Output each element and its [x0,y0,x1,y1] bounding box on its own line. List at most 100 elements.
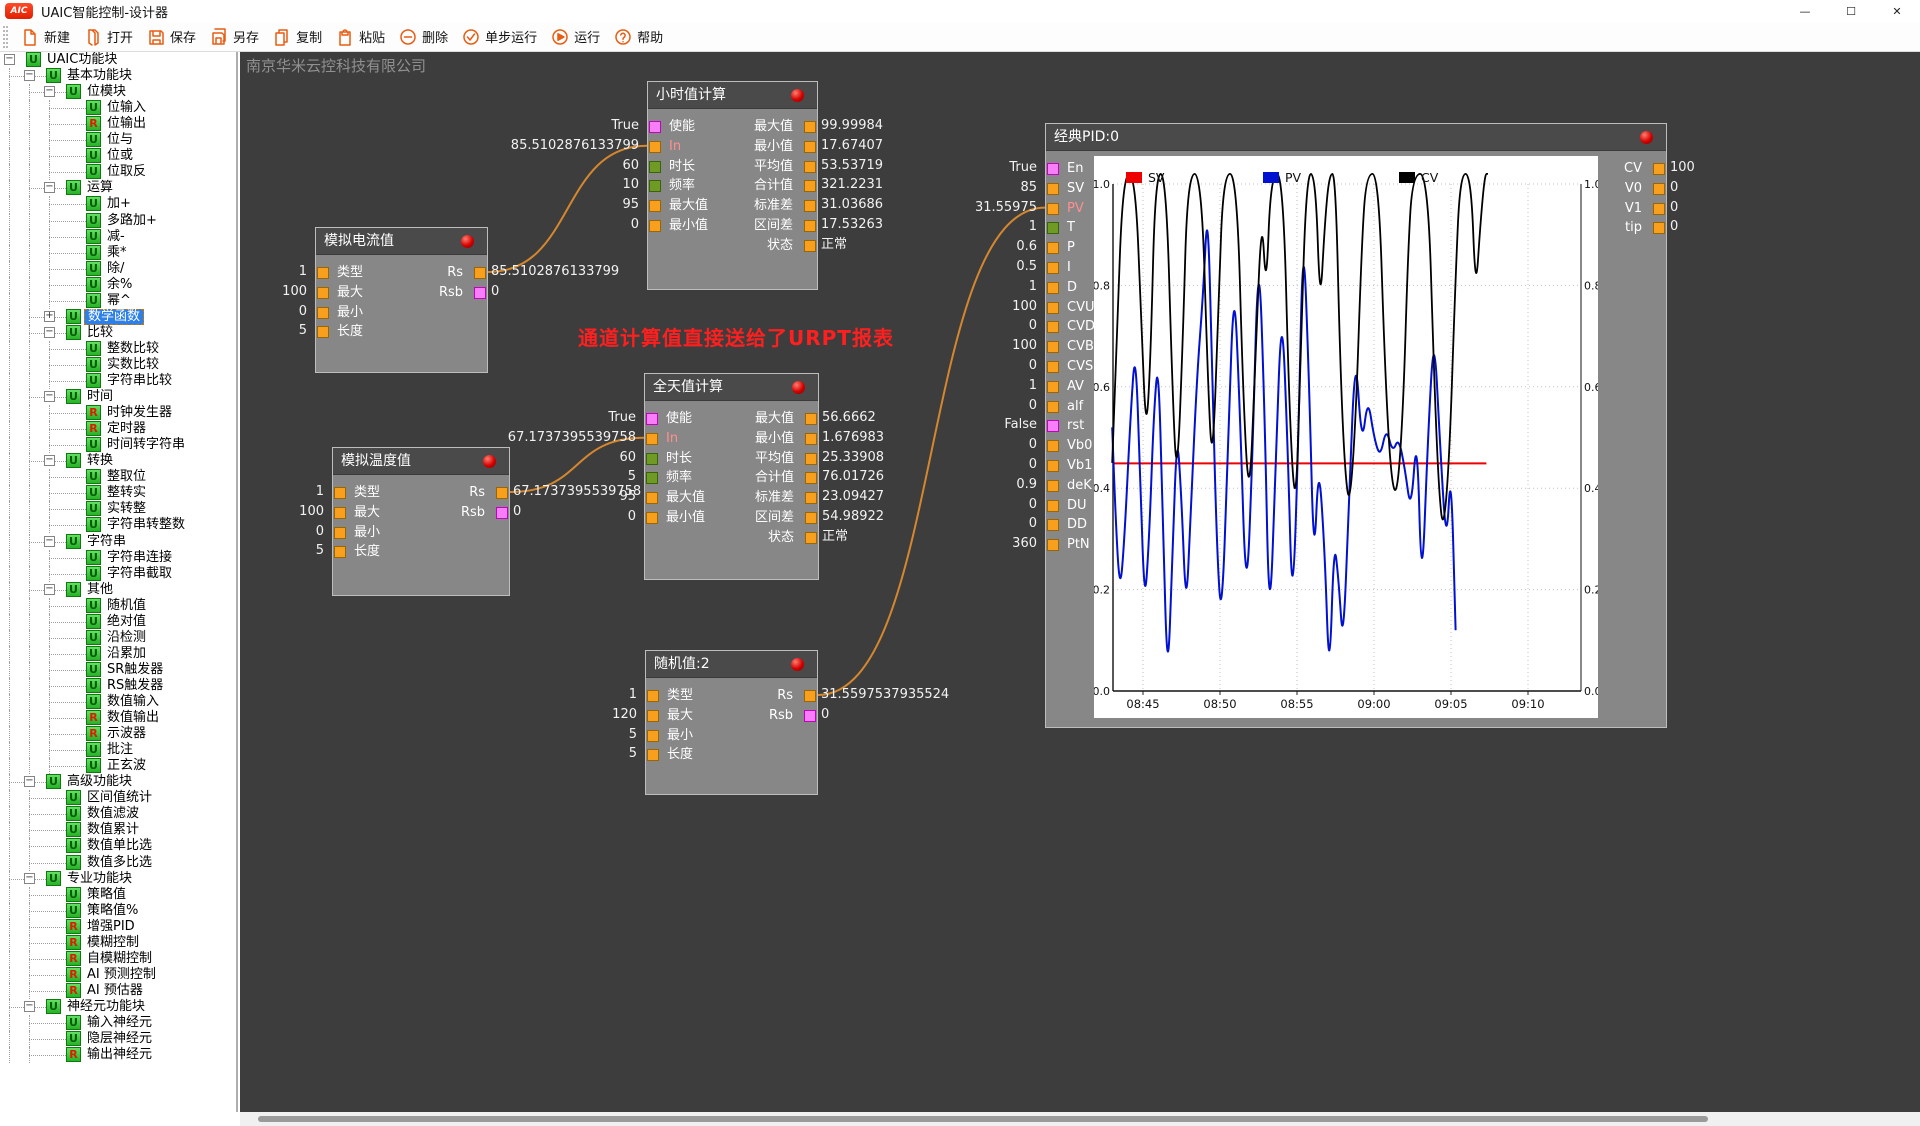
output-port-平均值[interactable] [804,160,816,173]
input-port-最大值[interactable] [649,200,661,213]
output-port-Rs[interactable] [474,267,486,279]
tree-item-AI 预测控制[interactable]: R AI 预测控制 [0,966,236,983]
input-port-SV[interactable] [1047,182,1059,195]
tree-item-示波器[interactable]: R 示波器 [0,726,236,743]
input-port-DU[interactable] [1047,499,1059,512]
input-port-CVB[interactable] [1047,341,1059,354]
toolbar-drag-handle[interactable] [3,25,8,48]
collapse-toggle[interactable]: − [24,871,35,884]
input-port-频率[interactable] [646,472,658,485]
tree-item-输入神经元[interactable]: U 输入神经元 [0,1015,236,1031]
node-random2[interactable]: 随机值:2 类型 最大 最小 长度 Rs Rsb [645,650,818,795]
tree-item-基本功能块[interactable]: − U 基本功能块 [0,68,236,85]
output-port-Rsb[interactable] [496,506,508,519]
input-port-最大值[interactable] [646,492,658,505]
tree-item-数值输入[interactable]: U 数值输入 [0,694,236,710]
collapse-toggle[interactable]: − [24,69,35,82]
output-port-Rs[interactable] [804,690,816,702]
collapse-toggle[interactable]: − [4,53,15,65]
collapse-toggle[interactable]: − [44,85,55,98]
output-port-Rsb[interactable] [474,286,486,299]
output-port-合计值[interactable] [805,472,817,485]
tree-item-RS触发器[interactable]: U RS触发器 [0,677,236,694]
run-button[interactable]: 运行 [544,24,607,49]
input-port-类型[interactable] [334,487,346,499]
save-button[interactable]: 保存 [140,24,203,49]
node-pid[interactable]: 经典PID:0 En SV PV T P I D CVU CVD CVB CVS AV alf rst Vb0… [1045,123,1667,728]
tree-item-策略值%[interactable]: U 策略值% [0,902,236,919]
output-port-区间差[interactable] [804,220,816,232]
input-port-长度[interactable] [647,749,659,762]
node-title-bar[interactable]: 模拟温度值 [333,448,509,475]
canvas-horizontal-scrollbar[interactable] [240,1112,1920,1126]
input-port-时长[interactable] [649,160,661,173]
input-port-Vb0[interactable] [1047,440,1059,453]
input-port-频率[interactable] [649,180,661,193]
tree-item-整取位[interactable]: U 整取位 [0,469,236,486]
output-port-最小值[interactable] [804,140,816,153]
tree-item-减-[interactable]: U 减- [0,228,236,245]
output-port-CV[interactable] [1653,163,1665,175]
tree-item-多路加+[interactable]: U 多路加+ [0,212,236,229]
input-port-In[interactable] [646,432,658,445]
input-port-最大[interactable] [647,709,659,722]
input-port-P[interactable] [1047,242,1059,255]
node-title-bar[interactable]: 经典PID:0 [1046,124,1666,151]
tree-item-定时器[interactable]: R 定时器 [0,421,236,438]
input-port-最小值[interactable] [646,512,658,524]
tree-item-运算[interactable]: − U 运算 [0,180,236,197]
output-port-最大值[interactable] [804,121,816,133]
design-canvas[interactable]: 南京华米云控科技有限公司 通道计算值直接送给了URPT报表 True 85.510… [240,52,1920,1112]
tree-item-模糊控制[interactable]: R 模糊控制 [0,934,236,951]
tree-item-SR触发器[interactable]: U SR触发器 [0,661,236,678]
tree-item-其他[interactable]: − U 其他 [0,581,236,598]
tree-item-加+[interactable]: U 加+ [0,196,236,213]
tree-item-神经元功能块[interactable]: − U 神经元功能块 [0,998,236,1015]
tree-item-输出神经元[interactable]: R 输出神经元 [0,1047,236,1064]
input-port-rst[interactable] [1047,420,1059,433]
tree-item-整转实[interactable]: U 整转实 [0,485,236,502]
tree-item-字符串连接[interactable]: U 字符串连接 [0,549,236,566]
tree-item-增强PID[interactable]: R 增强PID [0,918,236,935]
tree-item-随机值[interactable]: U 随机值 [0,597,236,614]
step-run-button[interactable]: 单步运行 [455,24,544,49]
minimize-button[interactable]: — [1799,4,1811,18]
tree-item-自模糊控制[interactable]: R 自模糊控制 [0,950,236,967]
input-port-T[interactable] [1047,222,1059,235]
node-title-bar[interactable]: 随机值:2 [646,651,817,678]
tree-item-专业功能块[interactable]: − U 专业功能块 [0,870,236,887]
node-day_calc[interactable]: 全天值计算 使能 In 时长 频率 最大值 最小值 最大值 最小值 平均值 合计值 标准差 区间差 状态 [644,373,819,580]
paste-button[interactable]: 粘贴 [329,24,392,49]
output-port-状态[interactable] [805,531,817,544]
collapse-toggle[interactable]: − [44,325,55,338]
tree-item-字符串截取[interactable]: U 字符串截取 [0,565,236,582]
tree-item-数值滤波[interactable]: U 数值滤波 [0,806,236,823]
tree-item-位输入[interactable]: U 位输入 [0,100,236,117]
output-port-V1[interactable] [1653,202,1665,215]
close-button[interactable]: ✕ [1892,4,1902,18]
output-port-最大值[interactable] [805,413,817,425]
tree-item-区间值统计[interactable]: U 区间值统计 [0,790,236,807]
output-port-合计值[interactable] [804,180,816,193]
tree-item-隐层神经元[interactable]: U 隐层神经元 [0,1031,236,1048]
input-port-In[interactable] [649,140,661,153]
tree-item-策略值[interactable]: U 策略值 [0,886,236,903]
input-port-deK[interactable] [1047,479,1059,492]
tree-item-幂^[interactable]: U 幂^ [0,292,236,309]
tree-item-数值输出[interactable]: R 数值输出 [0,710,236,727]
help-button[interactable]: 帮助 [607,24,670,49]
tree-item-数值单比选[interactable]: U 数值单比选 [0,838,236,855]
collapse-toggle[interactable]: − [44,390,55,403]
node-title-bar[interactable]: 全天值计算 [645,374,818,401]
input-port-最大[interactable] [317,286,329,299]
collapse-toggle[interactable]: − [24,775,35,788]
input-port-DD[interactable] [1047,519,1059,532]
tree-item-位与[interactable]: U 位与 [0,132,236,149]
output-port-标准差[interactable] [804,200,816,213]
tree-item-位输出[interactable]: R 位输出 [0,116,236,133]
input-port-PV[interactable] [1047,202,1059,215]
input-port-CVS[interactable] [1047,361,1059,373]
input-port-CVU[interactable] [1047,301,1059,314]
input-port-最大[interactable] [334,506,346,519]
tree-item-余%[interactable]: U 余% [0,276,236,293]
